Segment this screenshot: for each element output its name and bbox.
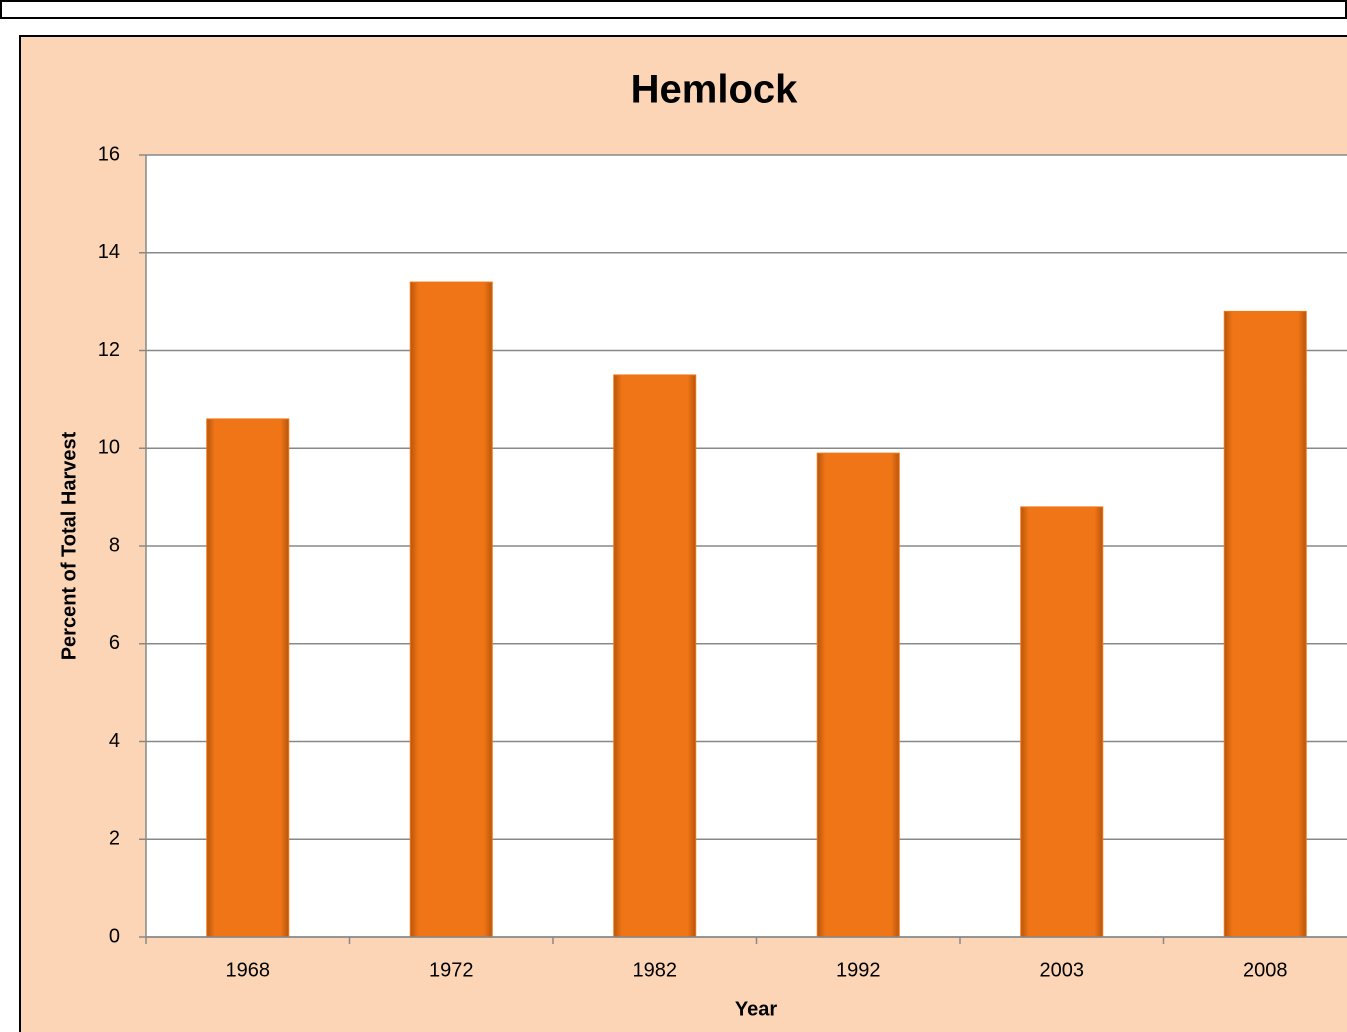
x-axis-label: Year	[735, 998, 777, 1020]
bar	[613, 374, 697, 938]
y-axis-label: Percent of Total Harvest	[58, 431, 80, 660]
y-tick-label: 6	[109, 632, 120, 654]
y-tick-label: 16	[98, 143, 120, 165]
bar	[1223, 310, 1307, 938]
y-tick-label: 8	[109, 534, 120, 556]
y-tick-label: 14	[98, 241, 120, 263]
top-strip	[0, 0, 1347, 19]
x-tick-label: 2008	[1243, 959, 1288, 981]
y-tick-label: 0	[109, 925, 120, 947]
bar	[1020, 506, 1104, 938]
bar	[206, 418, 290, 938]
x-tick-label: 1982	[633, 959, 678, 981]
x-tick-label: 1968	[226, 959, 271, 981]
y-tick-label: 2	[109, 828, 120, 850]
y-tick-label: 4	[109, 730, 120, 752]
chart-title: Hemlock	[631, 68, 798, 112]
bar	[409, 281, 493, 938]
x-tick-label: 1992	[836, 959, 881, 981]
bar	[816, 452, 900, 938]
y-tick-label: 10	[98, 437, 120, 459]
x-tick-label: 2003	[1040, 959, 1085, 981]
y-tick-label: 12	[98, 339, 120, 361]
x-tick-label: 1972	[429, 959, 474, 981]
